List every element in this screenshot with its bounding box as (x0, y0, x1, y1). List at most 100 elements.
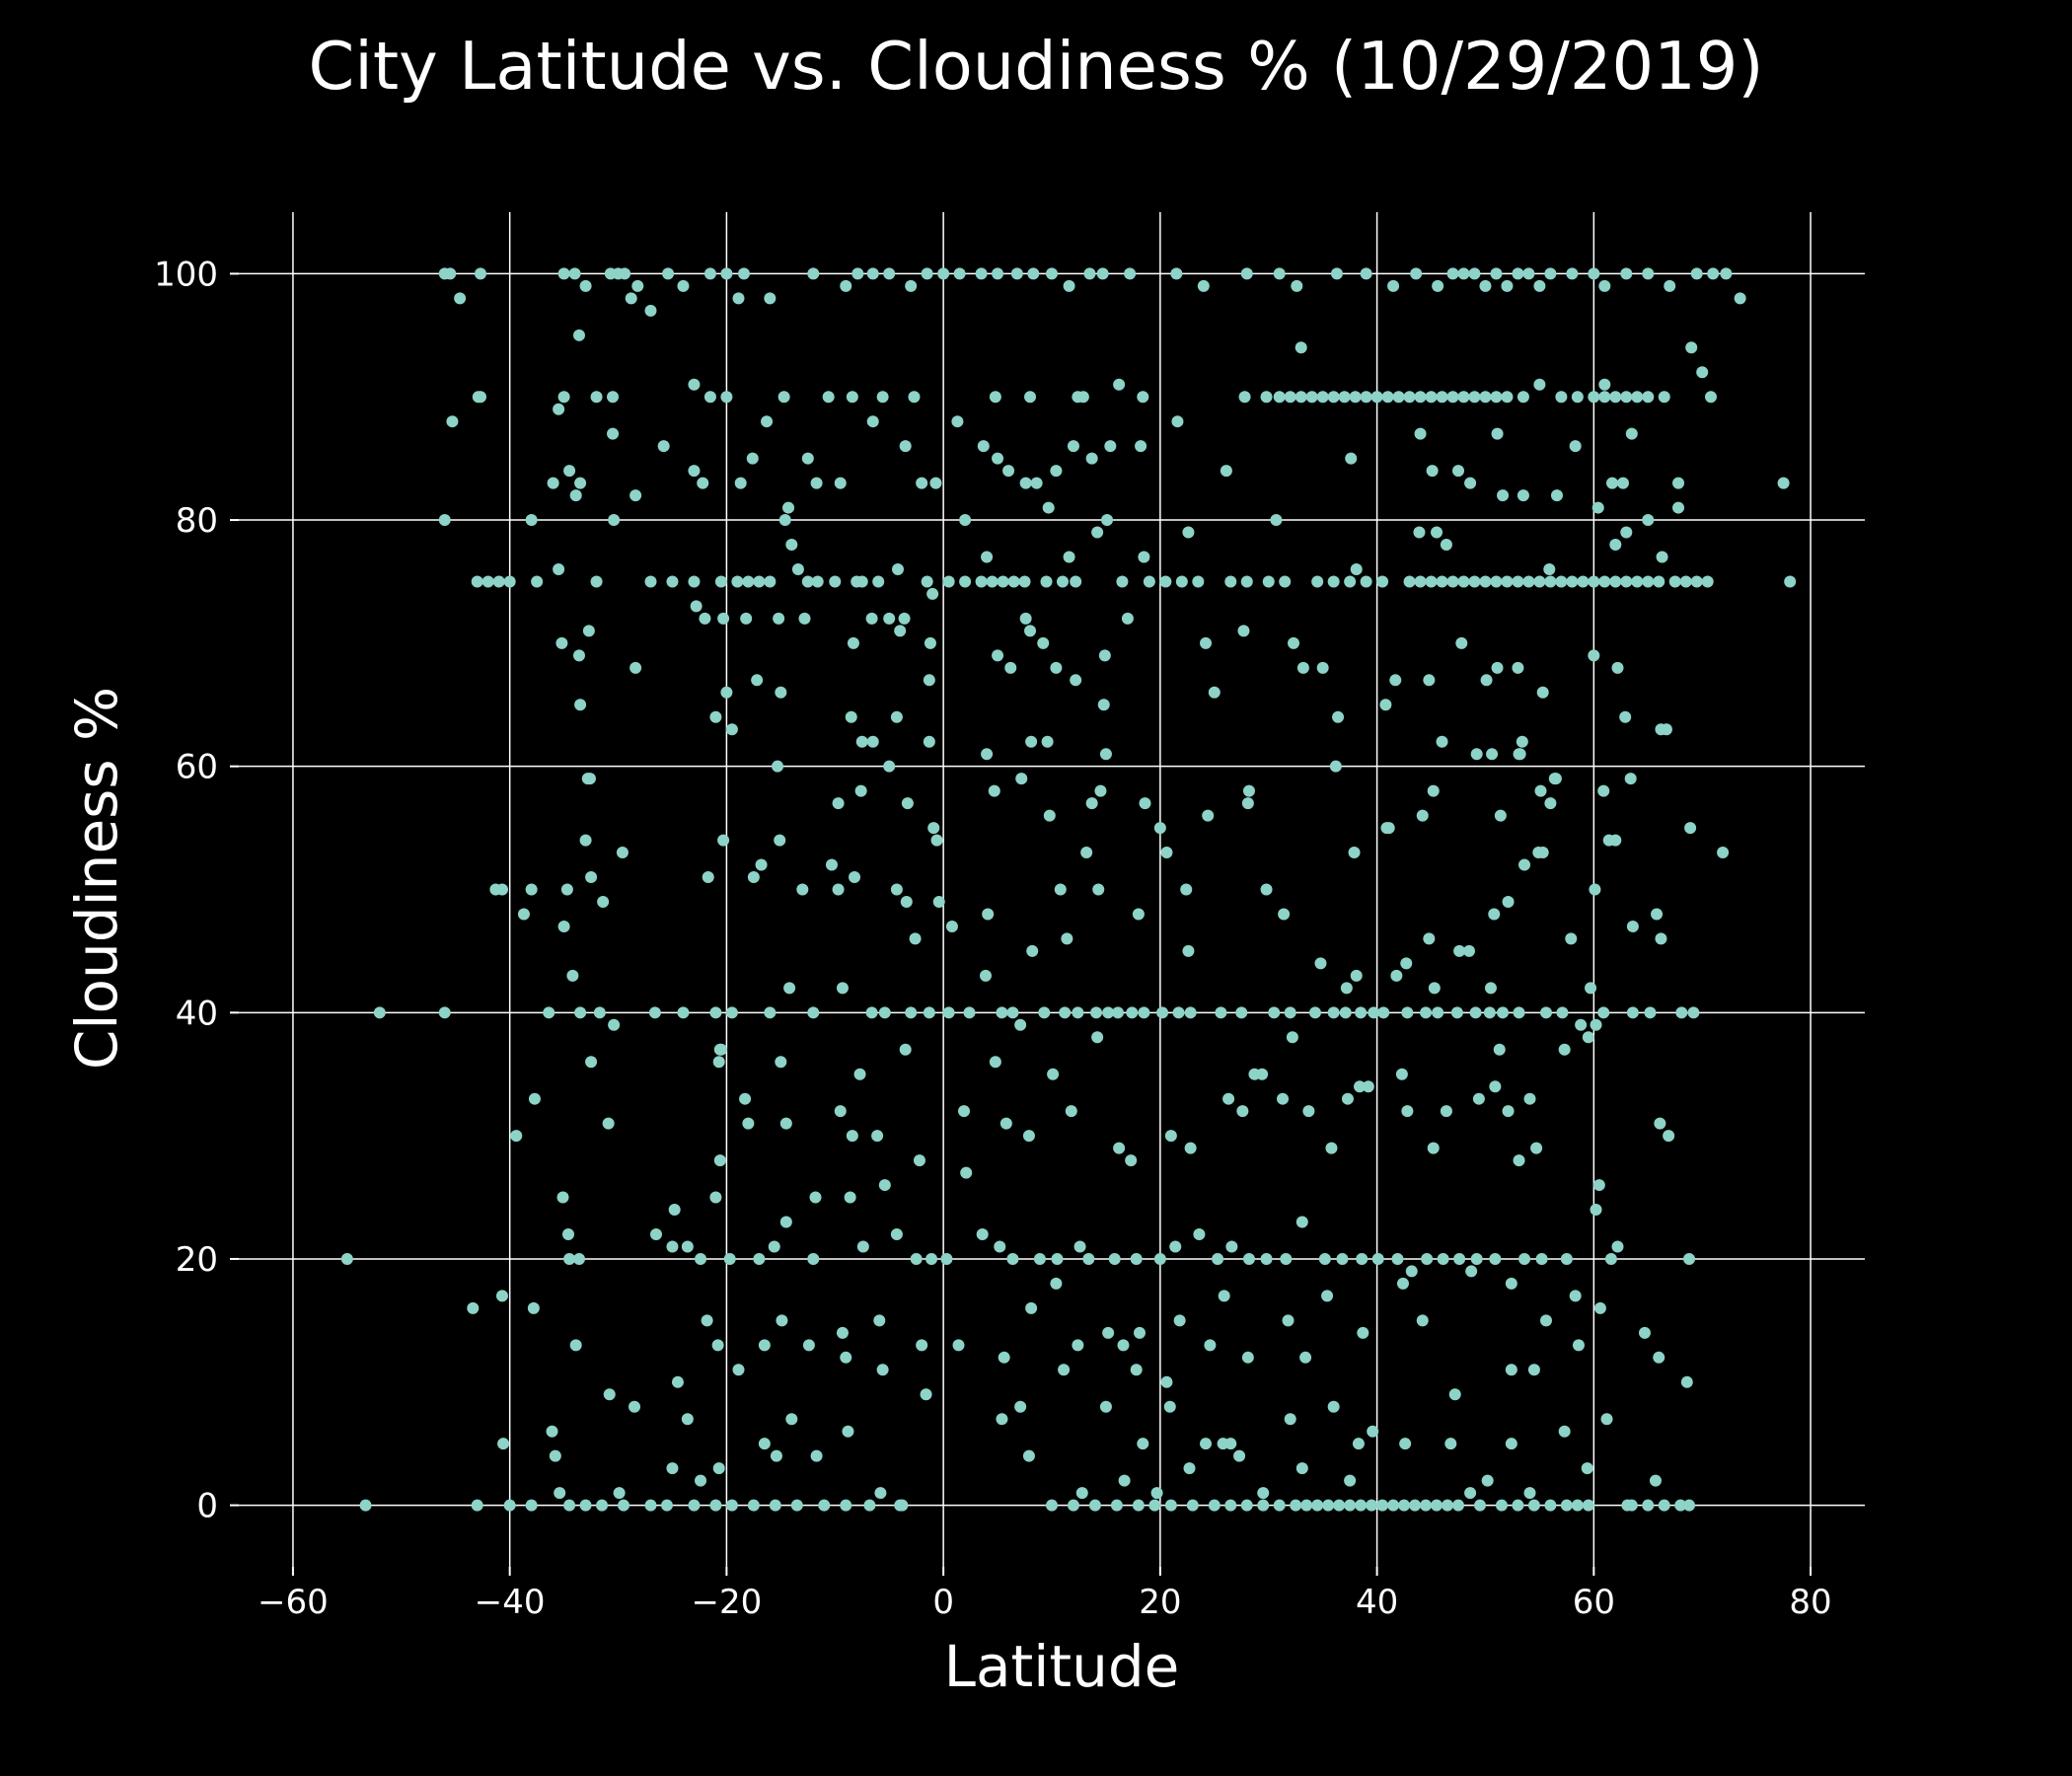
data-point (1240, 1499, 1253, 1512)
data-point (1527, 1499, 1540, 1512)
data-point (1380, 822, 1393, 835)
data-point (1440, 539, 1452, 552)
data-point (890, 1227, 903, 1240)
data-point (688, 1499, 701, 1512)
data-point (1590, 1204, 1602, 1217)
data-point (1132, 1499, 1145, 1512)
data-point (1620, 575, 1633, 588)
data-point (751, 674, 764, 687)
data-point (865, 612, 878, 625)
data-point (1102, 1326, 1115, 1339)
data-point (790, 1499, 803, 1512)
data-point (1024, 391, 1037, 404)
data-point (1366, 1499, 1378, 1512)
data-point (1625, 1499, 1638, 1512)
data-point (725, 723, 738, 736)
data-point (1180, 883, 1193, 896)
data-point (740, 612, 753, 625)
data-point (1405, 1265, 1418, 1278)
data-point (1642, 1499, 1655, 1512)
data-point (1376, 575, 1389, 588)
data-point (959, 575, 972, 588)
data-point (1687, 1006, 1700, 1019)
data-point (1484, 982, 1497, 995)
data-point (1534, 784, 1547, 797)
data-point (923, 735, 935, 748)
data-point (747, 1499, 760, 1512)
data-point (723, 1252, 736, 1265)
data-point (525, 883, 538, 896)
data-point (1522, 575, 1535, 588)
data-point (834, 1105, 847, 1118)
data-point (1200, 1438, 1213, 1450)
data-point (1606, 477, 1619, 489)
data-point (924, 636, 936, 649)
data-point (593, 1006, 606, 1019)
data-point (731, 575, 744, 588)
data-point (1489, 1252, 1502, 1265)
data-point (778, 514, 791, 527)
data-point (1148, 1499, 1161, 1512)
data-point (832, 883, 845, 896)
data-point (1548, 773, 1561, 785)
data-point (1444, 1438, 1457, 1450)
data-point (1591, 501, 1604, 514)
data-point (1299, 1351, 1312, 1364)
data-point (1002, 465, 1015, 478)
data-point (1046, 1499, 1058, 1512)
data-point (977, 440, 990, 453)
data-point (776, 1314, 788, 1327)
data-point (475, 267, 487, 280)
data-point (454, 292, 467, 305)
data-point (1327, 391, 1340, 404)
data-point (1572, 1339, 1585, 1352)
data-point (1333, 1499, 1346, 1512)
data-point (1327, 1400, 1340, 1413)
data-point (554, 1487, 566, 1500)
data-point (1278, 908, 1291, 921)
data-point (1585, 982, 1597, 995)
data-point (1472, 1092, 1485, 1105)
data-point (1571, 391, 1584, 404)
data-point (1224, 1499, 1237, 1512)
data-point (1431, 526, 1443, 539)
data-point (1401, 1105, 1414, 1118)
data-point (1360, 575, 1372, 588)
data-point (1592, 1179, 1605, 1192)
data-point (1387, 279, 1400, 292)
data-point (1067, 440, 1079, 453)
data-point (854, 784, 867, 797)
data-point (561, 1227, 574, 1240)
data-point (1235, 1006, 1248, 1019)
data-points (340, 267, 1797, 1512)
data-point (1344, 1499, 1357, 1512)
data-point (618, 1499, 630, 1512)
data-point (1675, 1006, 1688, 1019)
data-point (878, 1006, 891, 1019)
data-point (1182, 944, 1195, 957)
data-point (1427, 784, 1440, 797)
data-point (1626, 1006, 1639, 1019)
data-point (1007, 575, 1020, 588)
data-point (1067, 1499, 1079, 1512)
data-point (525, 514, 538, 527)
data-point (873, 1314, 886, 1327)
data-point (1704, 391, 1717, 404)
data-point (1437, 1252, 1449, 1265)
data-point (517, 908, 530, 921)
data-point (1175, 575, 1188, 588)
data-point (1360, 391, 1372, 404)
data-point (1653, 1351, 1665, 1364)
data-point (916, 477, 928, 489)
data-point (1091, 1031, 1104, 1044)
data-point (1581, 1462, 1593, 1475)
data-point (1626, 920, 1639, 932)
chart-title: City Latitude vs. Cloudiness % (10/29/20… (308, 28, 1763, 105)
data-point (1284, 391, 1296, 404)
data-point (1082, 1252, 1095, 1265)
data-point (709, 1191, 722, 1204)
data-point (981, 551, 994, 563)
data-point (444, 267, 457, 280)
data-point (1544, 797, 1557, 810)
data-point (1533, 378, 1546, 391)
